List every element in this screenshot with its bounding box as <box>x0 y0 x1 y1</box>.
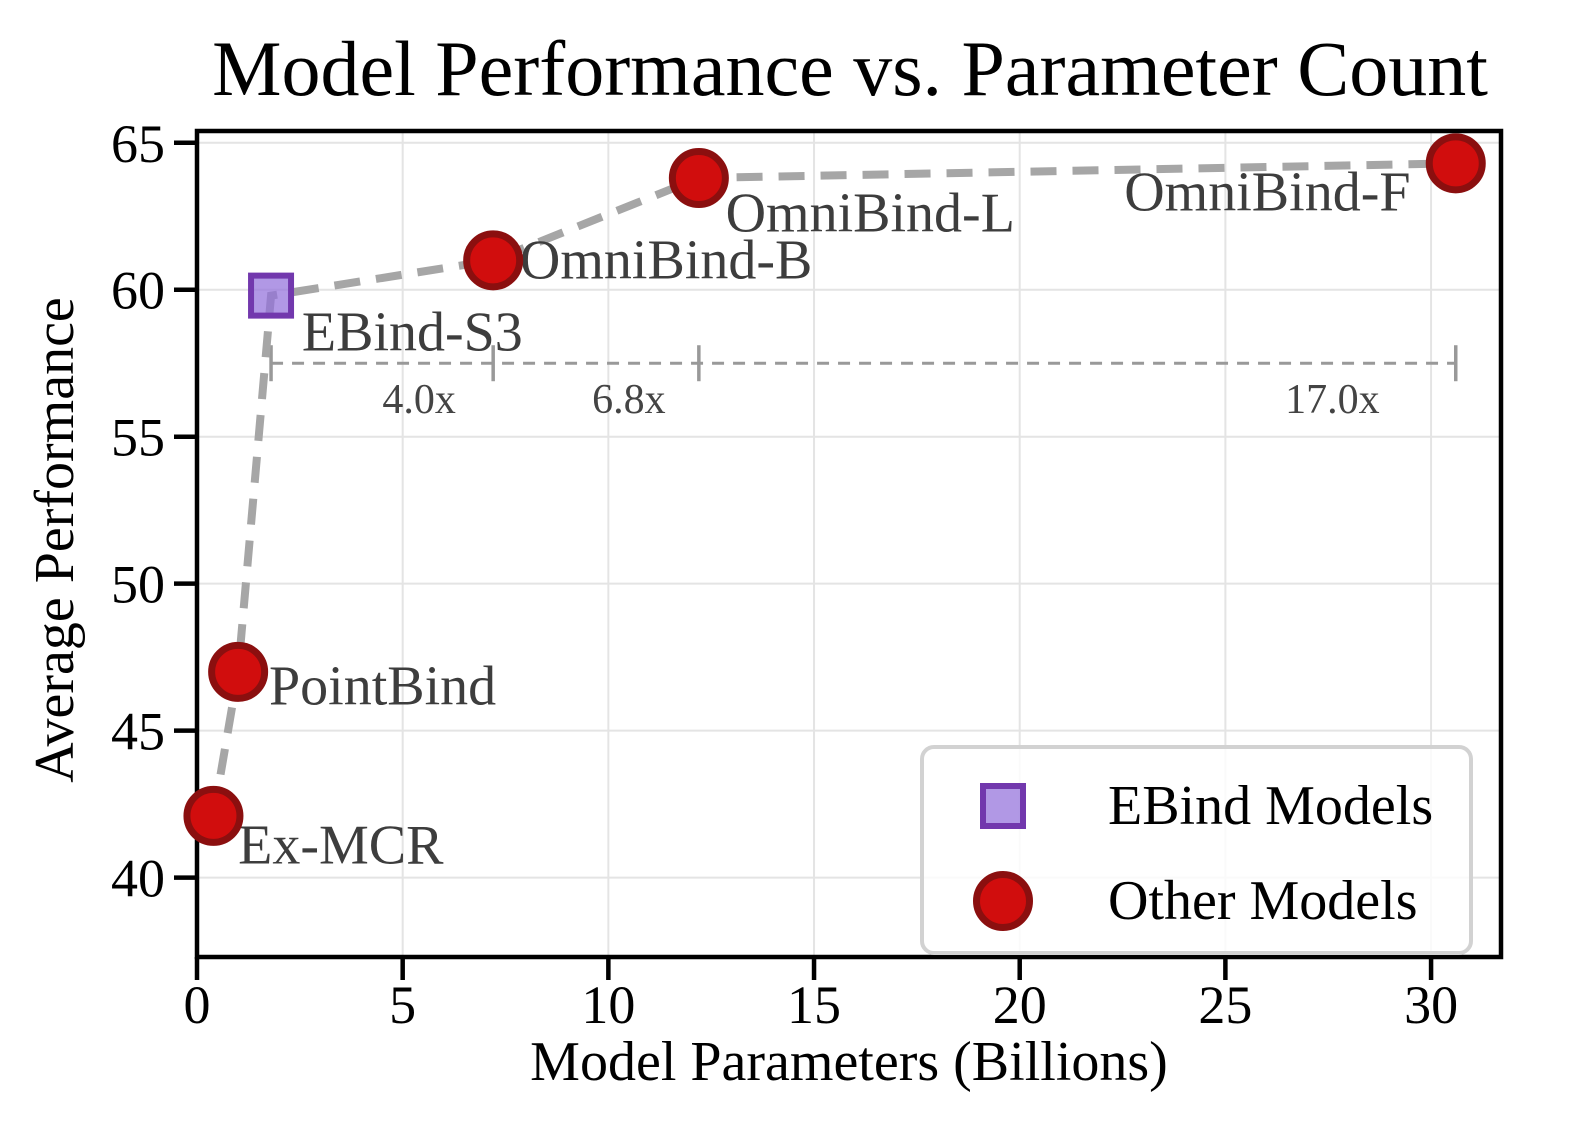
legend-marker-square <box>980 783 1026 829</box>
axes-spines <box>194 128 1504 960</box>
point-label-OmniBind-F: OmniBind-F <box>1124 162 1410 224</box>
point-label-PointBind: PointBind <box>269 656 496 718</box>
y-tick-label-45: 45 <box>111 702 165 762</box>
y-tick-label-65: 65 <box>111 114 165 174</box>
trend-line <box>209 159 1456 817</box>
x-tick-label-10: 10 <box>581 975 635 1035</box>
marker-Ex-MCR <box>183 785 244 846</box>
x-tick-label-5: 5 <box>389 975 416 1035</box>
marker-OmniBind-B <box>463 230 524 291</box>
y-tick-label-50: 50 <box>111 555 165 615</box>
x-tick-label-25: 25 <box>1198 975 1252 1035</box>
point-label-OmniBind-L: OmniBind-L <box>726 182 1015 244</box>
marker-PointBind <box>208 641 269 702</box>
legend-box <box>920 745 1473 955</box>
legend-label-1: Other Models <box>1108 870 1418 932</box>
y-tick-label-55: 55 <box>111 408 165 468</box>
legend-marker-circle <box>973 871 1033 931</box>
x-tick-label-20: 20 <box>993 975 1047 1035</box>
ratio-label-2: 17.0x <box>1285 377 1380 423</box>
legend-label-0: EBind Models <box>1108 775 1433 837</box>
x-tick-label-0: 0 <box>184 975 211 1035</box>
point-label-Ex-MCR: Ex-MCR <box>238 814 444 876</box>
x-axis-label: Model Parameters (Billions) <box>530 1031 1168 1093</box>
x-tick-label-30: 30 <box>1404 975 1458 1035</box>
y-tick-label-60: 60 <box>111 261 165 321</box>
marker-OmniBind-F <box>1425 133 1486 194</box>
marker-OmniBind-L <box>668 148 729 209</box>
ratio-label-1: 6.8x <box>592 377 666 423</box>
y-tick-label-40: 40 <box>111 849 165 909</box>
point-label-EBind-S3: EBind-S3 <box>302 301 523 363</box>
point-label-OmniBind-B: OmniBind-B <box>520 229 812 291</box>
ratio-label-0: 4.0x <box>382 377 456 423</box>
marker-EBind-S3 <box>248 272 295 319</box>
x-tick-label-15: 15 <box>787 975 841 1035</box>
chart-title: Model Performance vs. Parameter Count <box>212 25 1488 112</box>
